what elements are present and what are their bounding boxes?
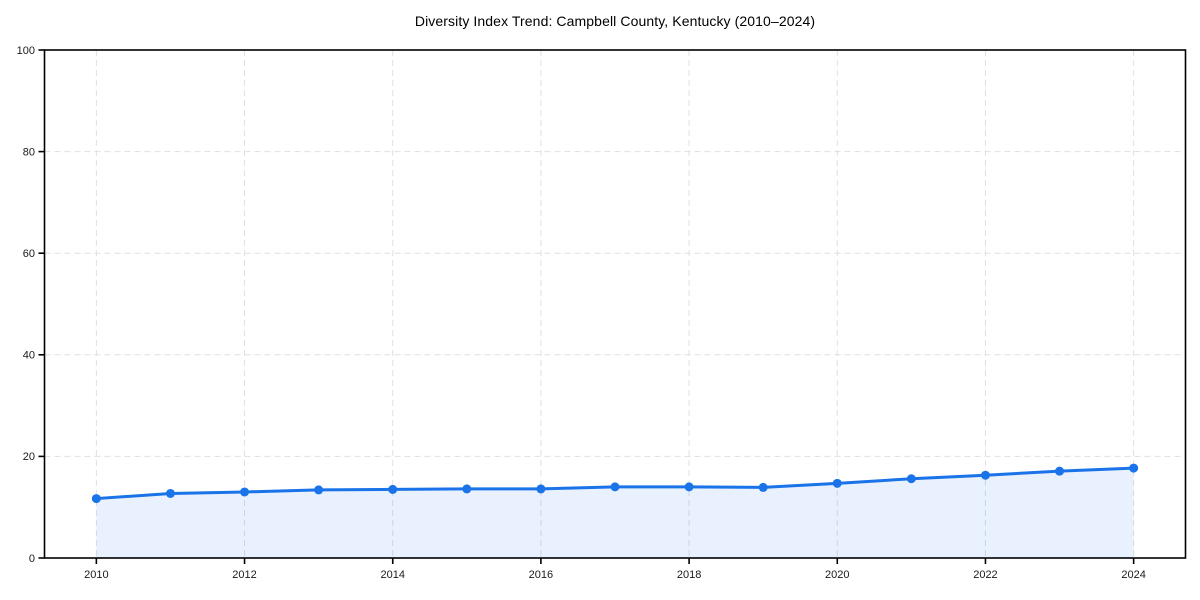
data-point-2024 <box>1129 463 1139 473</box>
data-point-2015 <box>462 484 472 494</box>
data-point-2023 <box>1055 466 1065 476</box>
data-point-2018 <box>684 482 694 492</box>
x-tick-label-2024: 2024 <box>1121 569 1145 581</box>
area-fill <box>96 468 1134 558</box>
x-tick-label-2014: 2014 <box>380 569 404 581</box>
data-point-2013 <box>314 485 324 495</box>
data-point-2019 <box>758 482 768 492</box>
chart-title: Diversity Index Trend: Campbell County, … <box>414 13 816 29</box>
y-tick-label-20: 20 <box>23 451 35 463</box>
data-point-2020 <box>832 478 842 488</box>
y-tick-label-40: 40 <box>23 350 35 362</box>
plot-frame <box>43 49 1187 559</box>
data-point-2014 <box>388 484 398 494</box>
y-tick-label-60: 60 <box>23 248 35 260</box>
data-point-2021 <box>906 474 916 484</box>
data-point-2012 <box>240 487 250 497</box>
data-point-2010 <box>91 494 101 504</box>
x-tick-label-2018: 2018 <box>677 569 701 581</box>
x-tick-label-2020: 2020 <box>825 569 849 581</box>
data-point-2017 <box>610 482 620 492</box>
data-point-2011 <box>165 488 175 498</box>
x-tick-label-2012: 2012 <box>232 569 256 581</box>
x-tick-label-2010: 2010 <box>84 569 108 581</box>
x-tick-label-2022: 2022 <box>973 569 997 581</box>
data-point-2016 <box>536 484 546 494</box>
y-tick-label-100: 100 <box>17 45 35 57</box>
x-tick-label-2016: 2016 <box>529 569 553 581</box>
data-point-2022 <box>980 470 990 480</box>
y-tick-label-80: 80 <box>23 146 35 158</box>
y-tick-label-0: 0 <box>29 553 35 565</box>
